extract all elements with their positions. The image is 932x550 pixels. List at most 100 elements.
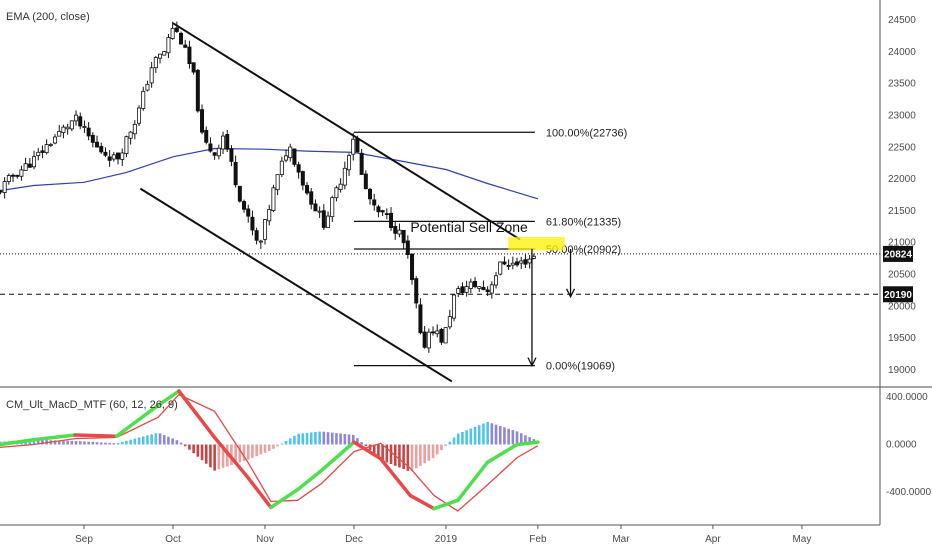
macd-histogram-bar bbox=[104, 442, 107, 445]
candle-down bbox=[225, 134, 230, 150]
macd-histogram-bar bbox=[74, 440, 78, 445]
macd-histogram-bar bbox=[78, 441, 82, 445]
candle-down bbox=[506, 265, 511, 267]
macd-histogram-bar bbox=[62, 440, 65, 445]
candle-up bbox=[44, 144, 49, 153]
candle-up bbox=[456, 288, 461, 294]
candle-down bbox=[300, 171, 305, 186]
candle-down bbox=[183, 44, 188, 48]
macd-histogram-bar bbox=[482, 423, 485, 445]
candle-down bbox=[174, 27, 179, 32]
price-tick-label: 19500 bbox=[888, 333, 916, 344]
candle-up bbox=[477, 286, 482, 289]
macd-histogram-bar bbox=[217, 444, 221, 470]
candle-down bbox=[195, 69, 200, 112]
candle-up bbox=[531, 255, 536, 259]
macd-histogram-bar bbox=[402, 444, 405, 470]
macd-histogram-bar bbox=[398, 444, 401, 468]
candle-down bbox=[99, 146, 104, 153]
time-tick-label: Feb bbox=[529, 534, 547, 545]
macd-histogram-bar bbox=[112, 443, 116, 445]
macd-histogram-bar bbox=[221, 444, 225, 468]
trendlines[interactable] bbox=[139, 22, 521, 383]
macd-histogram-bar bbox=[175, 440, 179, 445]
macd-line-rising bbox=[0, 438, 36, 447]
macd-histogram-bar bbox=[259, 444, 263, 455]
time-tick-label: May bbox=[792, 534, 811, 545]
macd-histogram-bar bbox=[129, 439, 132, 445]
macd-histogram-bar bbox=[251, 444, 254, 458]
macd-histogram-bar bbox=[431, 444, 435, 459]
time-tick-label: Mar bbox=[612, 534, 630, 545]
time-axis[interactable]: Sep Oct Nov Dec 2019 Feb Mar Apr May bbox=[75, 525, 811, 545]
macd-histogram-bar bbox=[343, 434, 347, 445]
sell-zone-box bbox=[508, 237, 565, 251]
macd-histogram-bar bbox=[209, 444, 212, 468]
macd-pane[interactable] bbox=[0, 389, 540, 512]
price-tick-label: 23000 bbox=[888, 110, 916, 121]
candle-down bbox=[414, 278, 419, 304]
macd-line-rising bbox=[485, 442, 519, 465]
macd-histogram-bar bbox=[465, 430, 468, 445]
candle-down bbox=[242, 201, 247, 210]
candle-up bbox=[397, 229, 402, 235]
candle-up bbox=[326, 215, 331, 228]
ema-study-label[interactable]: EMA (200, close) bbox=[6, 11, 90, 23]
macd-histogram-bar bbox=[330, 432, 334, 445]
macd-histogram-bar bbox=[95, 442, 99, 445]
candle-down bbox=[313, 203, 318, 212]
time-tick-label: Sep bbox=[75, 534, 93, 545]
price-tick-label: 24500 bbox=[888, 15, 916, 26]
candle-up bbox=[452, 294, 457, 319]
time-tick-label: Dec bbox=[345, 534, 363, 545]
macd-axis[interactable]: 400.0000 0.0000 -400.0000 bbox=[886, 392, 931, 498]
candle-down bbox=[204, 130, 209, 143]
macd-histogram-bar bbox=[503, 427, 506, 445]
macd-histogram-bar bbox=[347, 434, 351, 445]
macd-histogram-bar bbox=[146, 435, 149, 445]
macd-line-falling bbox=[245, 474, 273, 510]
macd-histogram-bar bbox=[267, 444, 271, 452]
candle-up bbox=[74, 114, 79, 122]
candle-up bbox=[111, 154, 116, 160]
candle-down bbox=[502, 261, 507, 265]
sell-zone[interactable]: Potential Sell Zone bbox=[410, 219, 565, 251]
fibonacci-levels[interactable]: 100.00%(22736) 61.80%(21335) 50.00%(20902)… bbox=[353, 127, 627, 373]
macd-histogram-bar bbox=[461, 431, 464, 445]
time-tick-label: Apr bbox=[705, 534, 721, 545]
macd-line-falling bbox=[352, 440, 383, 461]
macd-histogram-bar bbox=[309, 432, 313, 445]
macd-histogram-bar bbox=[335, 433, 338, 445]
macd-histogram-bar bbox=[108, 442, 111, 445]
macd-line-rising bbox=[31, 433, 77, 442]
macd-histogram-bar bbox=[322, 431, 326, 445]
macd-histogram-bar bbox=[519, 433, 523, 445]
candle-up bbox=[494, 275, 499, 286]
price-badge bbox=[883, 245, 913, 262]
macd-histogram-bar bbox=[356, 438, 359, 445]
macd-histogram-bar bbox=[385, 444, 389, 463]
price-axis[interactable]: 19000 19500 20000 20500 21000 21500 22000 22500… bbox=[888, 15, 916, 376]
candle-down bbox=[481, 286, 486, 291]
fib-level-label: 50.00%(20902) bbox=[546, 244, 621, 256]
time-tick-label: Oct bbox=[165, 534, 181, 545]
macd-study-label[interactable]: CM_Ult_MacD_MTF (60, 12, 26, 9) bbox=[6, 399, 178, 411]
macd-histogram-bar bbox=[66, 440, 69, 445]
price-badges: 20824 20190 bbox=[883, 245, 913, 303]
candle-down bbox=[393, 225, 398, 234]
candle-down bbox=[368, 188, 373, 200]
candle-down bbox=[431, 331, 436, 334]
macd-histogram-bar bbox=[230, 444, 233, 466]
candle-down bbox=[191, 62, 196, 73]
macd-histogram-bar bbox=[473, 426, 477, 445]
candle-up bbox=[317, 210, 322, 213]
macd-histogram-bar bbox=[154, 433, 158, 445]
price-badge-label: 20190 bbox=[884, 290, 912, 301]
candle-down bbox=[103, 151, 108, 156]
macd-histogram-bar bbox=[53, 440, 57, 445]
projection-arrows bbox=[527, 248, 576, 368]
main-pane[interactable]: 100.00%(22736) 61.80%(21335) 50.00%(20902)… bbox=[0, 21, 880, 383]
candle-down bbox=[116, 152, 121, 160]
